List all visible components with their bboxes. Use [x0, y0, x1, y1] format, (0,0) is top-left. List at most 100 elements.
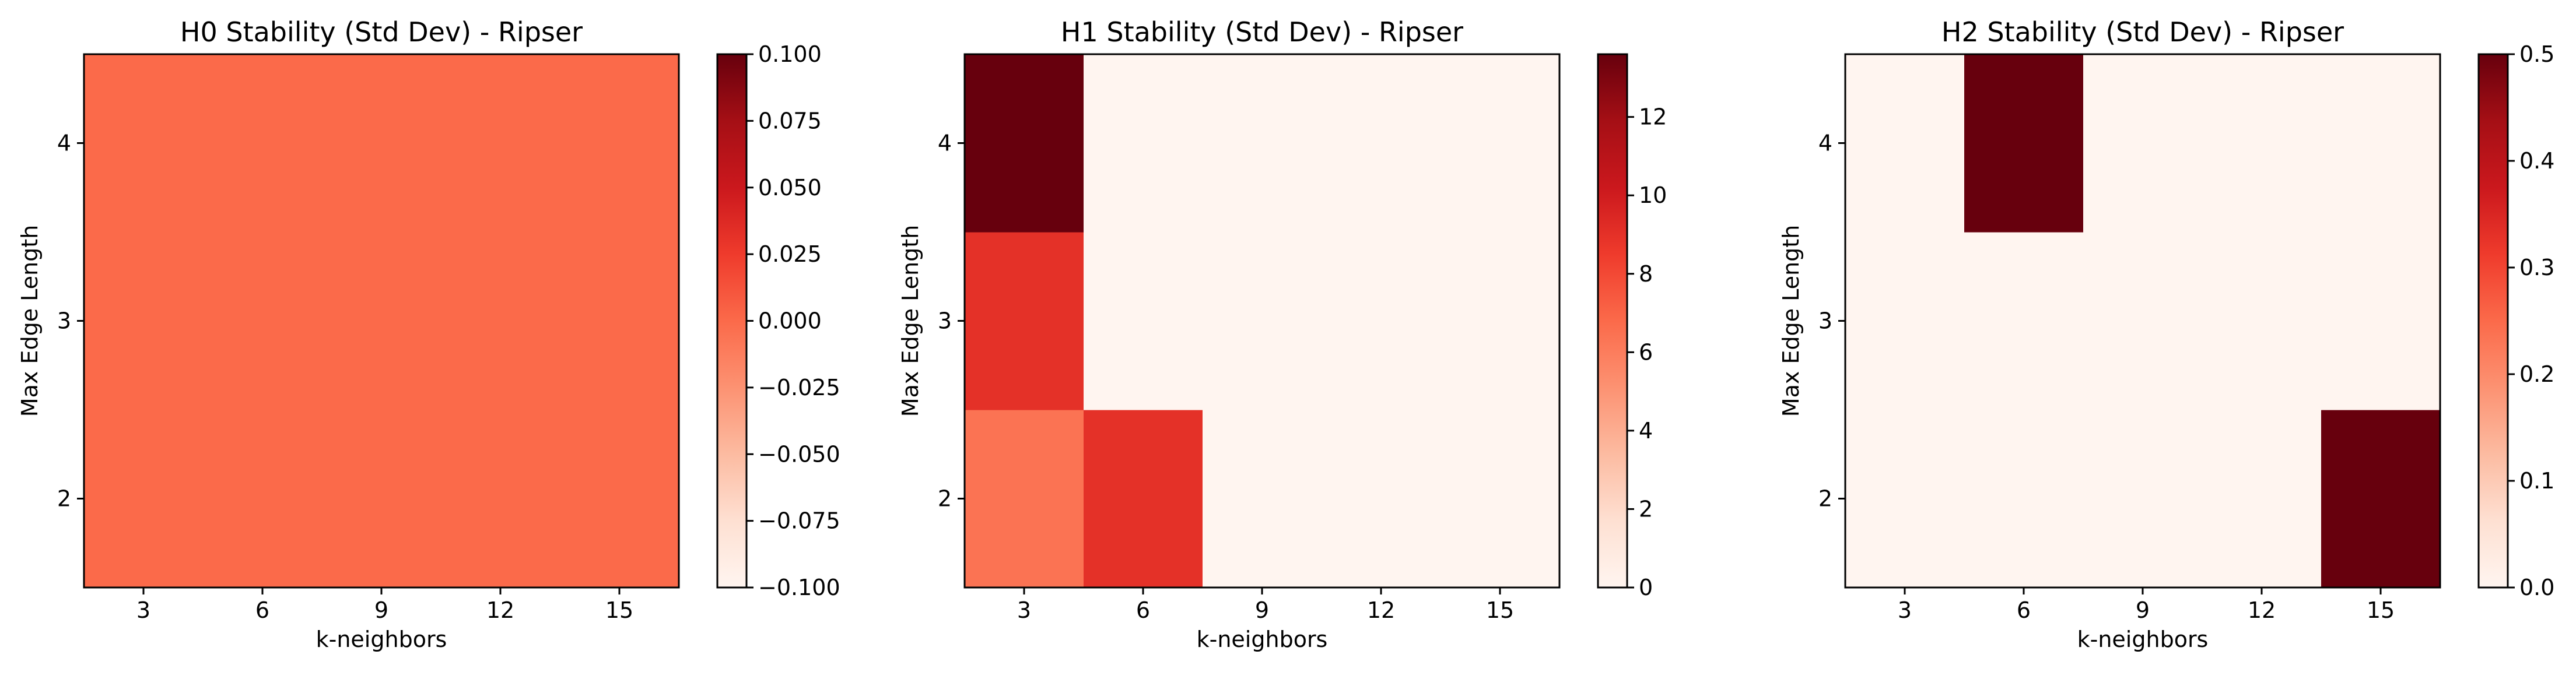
- heatmap-cell: [84, 54, 204, 233]
- heatmap-cell: [1964, 54, 2084, 233]
- heatmap-cell: [2202, 410, 2322, 588]
- colorbar-gradient: [1598, 54, 1627, 587]
- colorbar-tick-label: 0.5: [2519, 41, 2554, 67]
- heatmap-cell: [1845, 232, 1965, 410]
- colorbar-tick-label: 0.000: [758, 308, 822, 334]
- colorbar-tick-label: 0.0: [2519, 575, 2554, 600]
- x-tick-label: 12: [1367, 597, 1395, 623]
- heatmap-cell: [1441, 410, 1560, 588]
- heatmap-cell: [441, 410, 560, 588]
- heatmap-cell: [2321, 54, 2441, 233]
- heatmap-cell: [560, 54, 679, 233]
- heatmap-cell: [1322, 54, 1441, 233]
- heatmap-cell: [1084, 410, 1203, 588]
- x-tick-label: 15: [605, 597, 633, 623]
- colorbar-tick-label: −0.050: [758, 441, 840, 467]
- heatmap-cell: [203, 410, 323, 588]
- heatmap-cell: [322, 410, 441, 588]
- heatmap-cell: [965, 232, 1084, 410]
- y-tick-label: 4: [1818, 131, 1832, 156]
- colorbar-tick-label: 0.2: [2519, 361, 2554, 387]
- heatmap-cell: [560, 232, 679, 410]
- y-tick-label: 3: [57, 308, 71, 334]
- colorbar-tick-label: 6: [1639, 339, 1653, 365]
- y-tick-label: 4: [57, 131, 71, 156]
- heatmap-cell: [1084, 54, 1203, 233]
- colorbar: 0.0 0.1 0.2 0.3 0.4 0.5: [2477, 41, 2554, 600]
- y-axis-label: Max Edge Length: [898, 225, 923, 417]
- chart-title: H2 Stability (Std Dev) - Ripser: [1941, 16, 2344, 48]
- x-tick-label: 3: [1017, 597, 1031, 623]
- x-axis-label: k-neighbors: [1197, 627, 1328, 652]
- colorbar-frame: [2477, 53, 2509, 589]
- x-tick-label: 12: [2248, 597, 2276, 623]
- heatmap-cell: [1845, 54, 1965, 233]
- colorbar-tick-label: 0: [1639, 575, 1653, 600]
- colorbar-tick-label: 2: [1639, 496, 1653, 522]
- y-tick-label: 2: [1818, 486, 1832, 512]
- heatmap-cell: [1441, 54, 1560, 233]
- colorbar-tick-label: 12: [1639, 104, 1667, 130]
- heatmap-cell: [1964, 410, 2084, 588]
- x-tick-label: 6: [255, 597, 269, 623]
- heatmap-cell: [1203, 232, 1322, 410]
- heatmap-cell: [441, 232, 560, 410]
- heatmap-cell: [1322, 232, 1441, 410]
- heatmap-cell: [203, 54, 323, 233]
- heatmap-cell: [965, 410, 1084, 588]
- heatmap-panel-3: H2 Stability (Std Dev) - Ripser 3 6 9 12 15 k-…: [1778, 16, 2554, 652]
- x-tick-label: 12: [486, 597, 514, 623]
- y-axis-label: Max Edge Length: [17, 225, 43, 417]
- heatmap-cell: [322, 232, 441, 410]
- x-tick-label: 3: [136, 597, 150, 623]
- x-tick-label: 15: [1486, 597, 1514, 623]
- colorbar-tick-label: 0.1: [2519, 468, 2554, 494]
- x-tick-label: 9: [374, 597, 388, 623]
- heatmap-panel-2: H1 Stability (Std Dev) - Ripser 3 6 9 12 15 k-…: [898, 16, 1667, 652]
- heatmap-cell: [2321, 232, 2441, 410]
- colorbar-tick-label: −0.075: [758, 508, 840, 534]
- heatmap-cell: [2083, 232, 2203, 410]
- heatmap-cell: [84, 232, 204, 410]
- heatmap-cell: [2083, 410, 2203, 588]
- colorbar-tick-label: −0.025: [758, 375, 840, 400]
- heatmap-cell: [1964, 232, 2084, 410]
- colorbar: 0 2 4 6 8 10 12: [1597, 53, 1667, 600]
- heatmap-panel-1: H0 Stability (Std Dev) - Ripser 3 6 9 12 15 k-…: [17, 16, 840, 652]
- colorbar-tick-label: 0.3: [2519, 255, 2554, 280]
- colorbar-tick-label: 0.025: [758, 241, 822, 267]
- heatmap-cell: [2083, 54, 2203, 233]
- y-tick-label: 3: [1818, 308, 1832, 334]
- x-tick-label: 3: [1898, 597, 1912, 623]
- heatmap-cell: [560, 410, 679, 588]
- y-axis-label: Max Edge Length: [1778, 225, 1804, 417]
- heatmap-cell: [965, 54, 1084, 233]
- heatmap-cell: [84, 410, 204, 588]
- x-tick-label: 6: [2017, 597, 2031, 623]
- y-tick-label: 3: [938, 308, 952, 334]
- x-tick-label: 15: [2367, 597, 2395, 623]
- heatmap-cell: [1845, 410, 1965, 588]
- heatmap-cell: [1441, 232, 1560, 410]
- colorbar-tick-label: 4: [1639, 418, 1653, 444]
- y-tick-label: 2: [57, 486, 71, 512]
- y-tick-label: 4: [938, 131, 952, 156]
- colorbar: −0.100 −0.075 −0.050 −0.025 0.000 0.025 0.050 0…: [716, 41, 840, 600]
- x-axis-label: k-neighbors: [2077, 627, 2209, 652]
- chart-title: H0 Stability (Std Dev) - Ripser: [180, 16, 583, 48]
- heatmap-cell: [1084, 232, 1203, 410]
- colorbar-tick-label: 0.4: [2519, 148, 2554, 174]
- heatmap-cell: [441, 54, 560, 233]
- heatmap-cell: [203, 232, 323, 410]
- heatmap-cell: [1203, 54, 1322, 233]
- colorbar-gradient: [717, 54, 746, 587]
- colorbar-tick-label: −0.100: [758, 575, 840, 600]
- heatmap-cell: [1203, 410, 1322, 588]
- heatmap-cell: [2202, 232, 2322, 410]
- colorbar-tick-label: 0.100: [758, 41, 822, 67]
- heatmap-cell: [2202, 54, 2322, 233]
- x-axis-label: k-neighbors: [316, 627, 447, 652]
- colorbar-tick-label: 0.050: [758, 175, 822, 200]
- x-tick-label: 9: [2136, 597, 2150, 623]
